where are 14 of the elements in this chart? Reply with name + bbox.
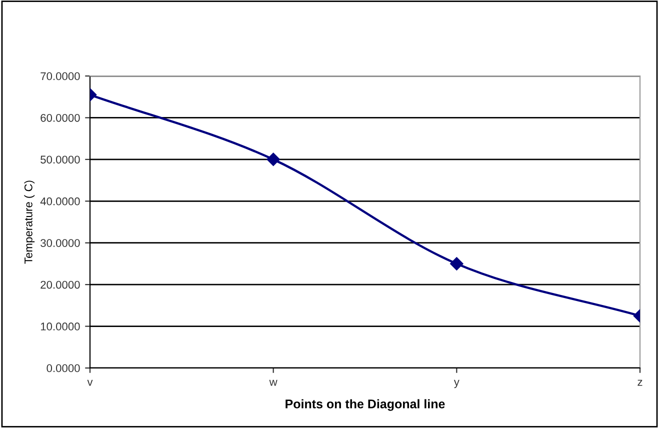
y-tick-label: 10.0000 xyxy=(40,322,80,330)
x-axis-title: Points on the Diagonal line xyxy=(286,399,445,411)
y-tick-label: 20.0000 xyxy=(40,280,80,289)
y-axis-title: Temperature ( C) xyxy=(24,180,35,264)
y-tick-label: 0.0000 xyxy=(46,364,80,372)
y-tick-label: 50.0000 xyxy=(40,156,80,164)
x-tick-label: y xyxy=(454,380,460,388)
x-tick-label: v xyxy=(87,380,93,386)
y-tick-label: 60.0000 xyxy=(40,114,80,122)
x-tick-label: w xyxy=(269,380,278,386)
y-tick-label: 30.0000 xyxy=(40,239,80,247)
y-tick-label: 40.0000 xyxy=(40,197,80,206)
y-tick-label: 70.0000 xyxy=(40,72,80,80)
x-tick-label: z xyxy=(638,380,642,386)
